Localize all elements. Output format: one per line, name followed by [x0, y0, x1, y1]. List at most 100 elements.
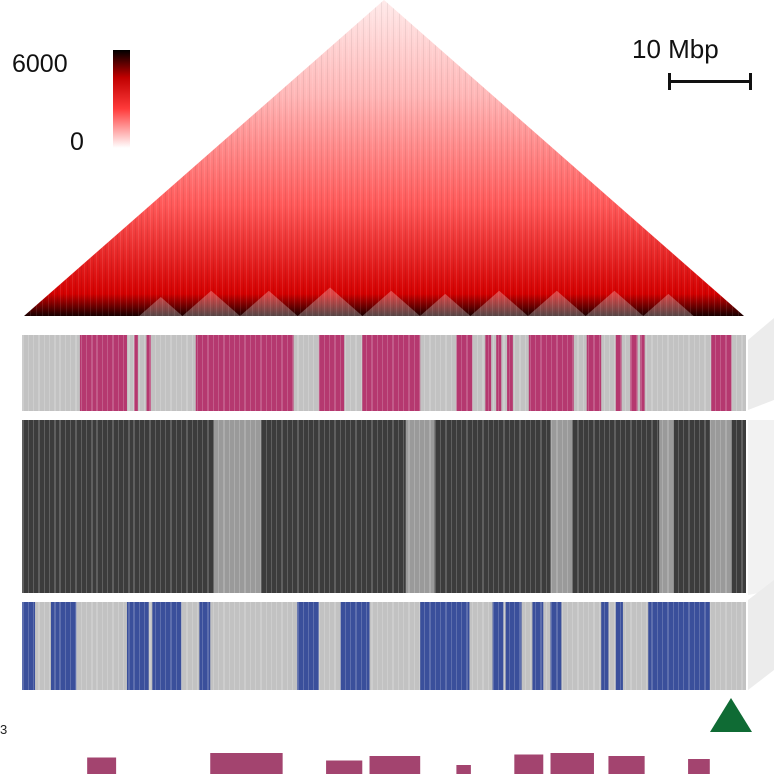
- track-block: [550, 602, 562, 690]
- track-streak: [176, 602, 177, 690]
- track-streak: [39, 602, 40, 690]
- track-streak: [150, 602, 151, 690]
- track-streak: [133, 335, 134, 411]
- track-streak: [144, 335, 145, 411]
- track-streak: [699, 602, 700, 690]
- track-streak: [149, 335, 150, 411]
- track-streak: [59, 420, 60, 593]
- track-streak: [324, 335, 325, 411]
- track-streak: [54, 602, 55, 690]
- track-streak: [165, 420, 166, 593]
- track-streak: [662, 335, 663, 411]
- track-streak: [160, 420, 161, 593]
- track-streak: [329, 335, 330, 411]
- track-streak: [578, 420, 579, 593]
- track-streak: [461, 602, 462, 690]
- track-streak: [134, 602, 135, 690]
- track-streak: [636, 335, 637, 411]
- track-streak: [593, 335, 594, 411]
- track-streak: [170, 335, 171, 411]
- track-streak: [118, 602, 119, 690]
- track-streak: [335, 420, 336, 593]
- blue-track: [22, 602, 746, 690]
- track-streak: [38, 335, 39, 411]
- track-streak: [271, 335, 272, 411]
- track-streak: [688, 420, 689, 593]
- signal-bar: [608, 756, 645, 774]
- position-marker-triangle-icon: [710, 698, 752, 732]
- track-streak: [726, 335, 727, 411]
- track-streak: [86, 420, 87, 593]
- track-block: [146, 335, 151, 411]
- track-streak: [599, 420, 600, 593]
- magenta-track: [22, 335, 746, 411]
- track-streak: [371, 602, 372, 690]
- track-block: [456, 335, 473, 411]
- track-streak: [92, 335, 93, 411]
- track-streak: [451, 335, 452, 411]
- track-streak: [250, 420, 251, 593]
- track-streak: [96, 602, 97, 690]
- track-streak: [155, 420, 156, 593]
- track-streak: [149, 602, 150, 690]
- track-streak: [287, 420, 288, 593]
- track-streak: [630, 335, 631, 411]
- track-streak: [625, 335, 626, 411]
- track-streak: [520, 420, 521, 593]
- track-streak: [208, 335, 209, 411]
- track-streak: [23, 420, 24, 593]
- track-streak: [530, 335, 531, 411]
- track-streak: [70, 335, 71, 411]
- track-streak: [472, 420, 473, 593]
- track-streak: [229, 335, 230, 411]
- track-streak: [715, 602, 716, 690]
- track-streak: [483, 335, 484, 411]
- track-streak: [76, 335, 77, 411]
- track-block: [195, 335, 294, 411]
- track-streak: [129, 420, 130, 593]
- track-streak: [282, 602, 283, 690]
- track-streak: [509, 602, 510, 690]
- track-streak: [493, 602, 494, 690]
- track-streak: [493, 420, 494, 593]
- track-streak: [578, 602, 579, 690]
- track-block: [340, 602, 370, 690]
- track-streak: [498, 420, 499, 593]
- track-streak: [387, 420, 388, 593]
- track-streak: [726, 420, 727, 593]
- track-streak: [577, 420, 578, 593]
- track-streak: [646, 335, 647, 411]
- track-streak: [355, 335, 356, 411]
- track-streak: [239, 420, 240, 593]
- track-streak: [377, 602, 378, 690]
- track-streak: [705, 335, 706, 411]
- track-block: [297, 602, 319, 690]
- track-streak: [615, 335, 616, 411]
- track-streak: [350, 602, 351, 690]
- track-streak: [646, 602, 647, 690]
- track-streak: [461, 335, 462, 411]
- track-streak: [451, 420, 452, 593]
- track-streak: [276, 420, 277, 593]
- scalebar-label: 10 Mbp: [632, 34, 719, 64]
- track-streak: [419, 335, 420, 411]
- track-streak: [113, 602, 114, 690]
- track-streak: [625, 420, 626, 593]
- track-streak: [298, 335, 299, 411]
- track-streak: [731, 602, 732, 690]
- track-streak: [218, 602, 219, 690]
- track-streak: [118, 420, 119, 593]
- track-streak: [503, 602, 504, 690]
- track-streak: [429, 420, 430, 593]
- track-streak: [186, 420, 187, 593]
- track-streak: [673, 420, 674, 593]
- track-streak: [720, 335, 721, 411]
- track-streak: [705, 420, 706, 593]
- track-streak: [615, 602, 616, 690]
- track-streak: [91, 420, 92, 593]
- track-streak: [123, 335, 124, 411]
- track-streak: [234, 602, 235, 690]
- track-streak: [319, 602, 320, 690]
- track-streak: [22, 602, 23, 690]
- track-streak: [651, 602, 652, 690]
